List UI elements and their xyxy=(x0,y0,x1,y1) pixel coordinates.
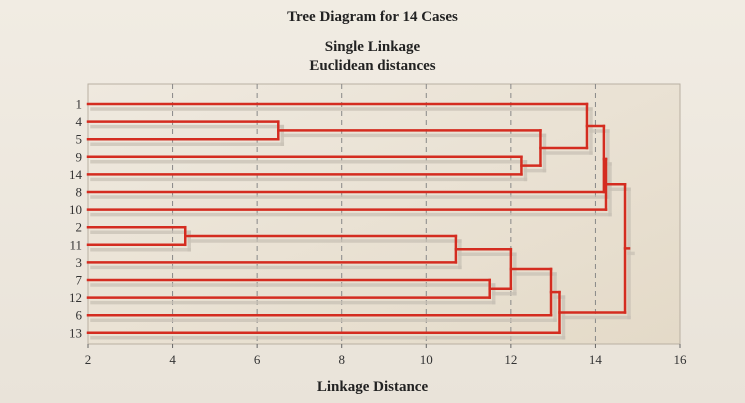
x-tick-label-8: 8 xyxy=(338,352,345,367)
x-tick-label-6: 6 xyxy=(254,352,261,367)
leaf-label-14: 14 xyxy=(69,167,83,182)
leaf-label-4: 4 xyxy=(76,114,83,129)
x-tick-label-16: 16 xyxy=(674,352,688,367)
x-axis-ticks: 2 4 6 8 10 12 14 16 xyxy=(85,344,687,367)
x-tick-label-4: 4 xyxy=(169,352,176,367)
leaf-label-10: 10 xyxy=(69,202,82,217)
chart-subtitle-distance: Euclidean distances xyxy=(309,58,436,74)
leaf-label-5: 5 xyxy=(76,132,83,147)
chart-subtitle-linkage: Single Linkage xyxy=(324,39,421,55)
leaf-label-8: 8 xyxy=(76,185,83,200)
leaf-label-9: 9 xyxy=(76,149,83,164)
leaf-label-12: 12 xyxy=(69,290,82,305)
x-tick-label-2: 2 xyxy=(85,352,92,367)
chart-title: Tree Diagram for 14 Cases xyxy=(287,9,458,25)
leaf-label-2: 2 xyxy=(76,220,83,235)
leaf-label-6: 6 xyxy=(76,308,83,323)
x-tick-label-10: 10 xyxy=(420,352,433,367)
leaf-label-13: 13 xyxy=(69,325,82,340)
branch-shadows xyxy=(90,107,635,340)
leaf-label-1: 1 xyxy=(76,97,83,112)
leaf-label-7: 7 xyxy=(76,273,83,288)
dendrogram-branches xyxy=(86,102,631,335)
x-tick-label-14: 14 xyxy=(589,352,603,367)
x-axis-label: Linkage Distance xyxy=(316,379,429,395)
leaf-label-3: 3 xyxy=(76,255,83,270)
leaf-label-11: 11 xyxy=(69,237,82,252)
x-tick-label-12: 12 xyxy=(504,352,517,367)
